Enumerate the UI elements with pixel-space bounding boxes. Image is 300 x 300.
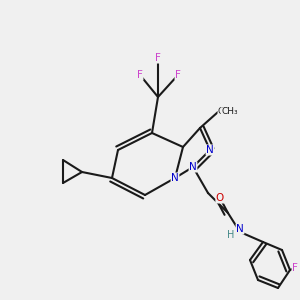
Text: N: N (171, 173, 179, 183)
Text: CH₃: CH₃ (218, 107, 235, 116)
Text: N: N (189, 162, 197, 172)
Text: N: N (236, 224, 244, 234)
Text: F: F (292, 263, 298, 273)
Text: F: F (137, 70, 143, 80)
Text: F: F (155, 53, 161, 63)
Text: CH₃: CH₃ (221, 107, 238, 116)
Text: N: N (206, 145, 214, 155)
Text: F: F (175, 70, 181, 80)
Text: O: O (216, 193, 224, 203)
Text: H: H (227, 230, 235, 240)
